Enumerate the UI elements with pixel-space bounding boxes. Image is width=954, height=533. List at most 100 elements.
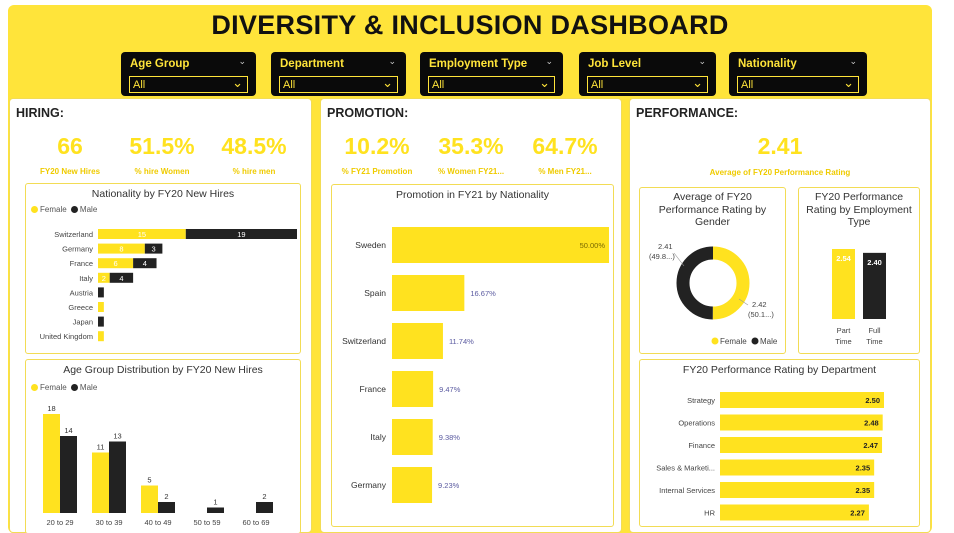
data-label: 11 [97, 443, 105, 452]
chevron-down-icon[interactable]: ⌄ [238, 56, 246, 66]
category-label: Greece [68, 303, 93, 312]
fy21-promotion-kpi-value: 10.2% [344, 133, 410, 159]
age-group-legend: Female Male [31, 383, 97, 392]
male-legend-dot [70, 384, 78, 391]
chevron-down-icon[interactable]: ⌄ [849, 56, 857, 66]
promotion-bar [392, 323, 443, 359]
dashboard-title: DIVERSITY & INCLUSION DASHBOARD [211, 10, 729, 40]
department-slicer[interactable]: Department ⌄ All ⌄ [271, 52, 406, 96]
female-legend-label: Female [720, 337, 747, 346]
female-legend-dot [31, 384, 38, 391]
promotion-nationality-chart: Sweden 50.00% Spain 16.67% Switzerland 11.74%… [342, 227, 609, 503]
data-label: 2.35 [856, 464, 871, 473]
category-label: 50 to 59 [193, 518, 220, 527]
female-legend-label: Female [40, 383, 67, 392]
hire-men-kpi-label: % hire men [232, 167, 276, 176]
category-label: Operations [678, 419, 715, 428]
leader-line [673, 252, 685, 267]
slicer-label: Employment Type [429, 58, 528, 70]
category-label: Strategy [687, 396, 715, 405]
chevron-down-icon[interactable]: ⌄ [843, 75, 854, 90]
chevron-down-icon[interactable]: ⌄ [388, 56, 396, 66]
category-label: 60 to 69 [242, 518, 269, 527]
rating-employment-chart: 2.54 Part Time 2.40 Full Time [832, 249, 886, 346]
rating-gender-card: Average of FY20 Performance Rating by Ge… [639, 187, 786, 354]
promotion-bar [392, 467, 433, 503]
nationality-hires-card: Nationality by FY20 New Hires Female Mal… [25, 183, 301, 354]
bar-female [92, 452, 109, 513]
data-label: 2.27 [850, 509, 865, 518]
employment-bar [832, 249, 855, 319]
category-label: France [70, 259, 93, 268]
job-level-slicer[interactable]: Job Level ⌄ All ⌄ [579, 52, 716, 96]
chevron-down-icon[interactable]: ⌄ [382, 75, 393, 90]
nationality-hires-title: Nationality by FY20 New Hires [91, 188, 235, 200]
promotion-nationality-card: Promotion in FY21 by Nationality Sweden 5… [331, 184, 614, 527]
data-label: (50.1...) [748, 310, 774, 319]
data-label: 9.23% [438, 481, 460, 490]
rating-gender-chart: 2.42(50.1...) 2.41(49.8...) Female Male [649, 242, 778, 346]
slicer-value: All [283, 79, 296, 91]
promotion-bar [392, 419, 433, 455]
bar-female [98, 331, 104, 342]
bar-male [98, 287, 104, 298]
chevron-down-icon[interactable]: ⌄ [698, 56, 706, 66]
chevron-down-icon[interactable]: ⌄ [539, 75, 550, 90]
fy21-promotion-kpi-label: % FY21 Promotion [341, 167, 413, 176]
men-promotion-kpi-label: % Men FY21... [538, 167, 592, 176]
nationality-slicer[interactable]: Nationality ⌄ All ⌄ [729, 52, 867, 96]
data-label: 2 [164, 492, 168, 501]
employment-type-dropdown[interactable]: All ⌄ [428, 75, 555, 93]
data-label: 18 [47, 404, 55, 413]
job-level-dropdown[interactable]: All ⌄ [587, 75, 708, 93]
category-label: Germany [351, 480, 387, 490]
slicer-value: All [133, 79, 146, 91]
bar-male [109, 441, 126, 513]
slicer-label: Department [280, 58, 344, 70]
promotion-title: PROMOTION: [327, 106, 409, 120]
chevron-down-icon[interactable]: ⌄ [692, 75, 703, 90]
category-label: Austria [70, 288, 94, 297]
hire-women-kpi-label: % hire Women [134, 167, 190, 176]
bar-male [109, 272, 134, 283]
slicer-value: All [591, 79, 604, 91]
men-promotion-kpi-value: 64.7% [532, 133, 598, 159]
bar-male [144, 243, 163, 254]
male-legend-label: Male [79, 205, 98, 214]
avg-rating-kpi-label: Average of FY20 Performance Rating [709, 168, 851, 177]
age-group-dropdown[interactable]: All ⌄ [129, 75, 248, 93]
slicer-label: Age Group [130, 58, 190, 70]
chevron-down-icon[interactable]: ⌄ [232, 75, 243, 90]
category-label: Internal Services [659, 486, 715, 495]
promotion-nationality-title: Promotion in FY21 by Nationality [396, 189, 549, 201]
data-label: 6 [113, 259, 117, 268]
male-legend-dot [751, 337, 759, 345]
category-label: Germany [62, 245, 93, 254]
employment-bar [863, 252, 886, 319]
age-group-card: Age Group Distribution by FY20 New Hires… [25, 359, 301, 533]
performance-title: PERFORMANCE: [636, 106, 739, 120]
donut-slice-female [712, 246, 750, 320]
slicer-label: Job Level [588, 58, 642, 70]
department-dropdown[interactable]: All ⌄ [279, 75, 398, 93]
category-label: Part [837, 326, 852, 335]
data-label: 2.42 [752, 300, 767, 309]
chevron-down-icon[interactable]: ⌄ [545, 56, 553, 66]
data-label: 1 [213, 498, 217, 507]
age-group-slicer[interactable]: Age Group ⌄ All ⌄ [121, 52, 256, 96]
employment-type-slicer[interactable]: Employment Type ⌄ All ⌄ [420, 52, 563, 96]
women-promotion-kpi-value: 35.3% [438, 133, 504, 159]
department-bar [720, 392, 884, 408]
nationality-dropdown[interactable]: All ⌄ [737, 75, 859, 93]
nationality-hires-legend: Female Male [31, 205, 97, 214]
age-group-chart: 20 to 29 18 14 30 to 39 11 13 40 to 49 5 2 50 to … [43, 404, 273, 527]
category-label: HR [704, 509, 715, 518]
data-label: 11.74% [449, 337, 474, 346]
bar-male [133, 258, 157, 269]
category-label: United Kingdom [40, 332, 93, 341]
rating-employment-card: FY20 Performance Rating by Employment Ty… [798, 187, 920, 354]
data-label: 3 [152, 245, 156, 254]
hiring-title: HIRING: [16, 106, 64, 120]
category-label: Japan [73, 318, 93, 327]
